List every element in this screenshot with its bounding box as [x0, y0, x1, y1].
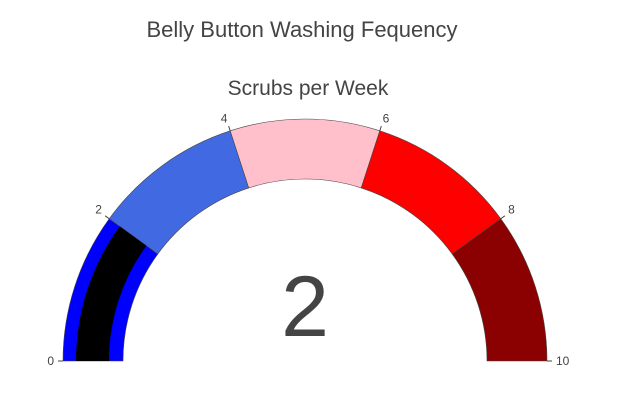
gauge-value-bar [76, 226, 147, 361]
gauge-tick-label: 6 [383, 111, 390, 125]
gauge-step-2 [229, 118, 381, 189]
gauge-value-number: 2 [281, 259, 329, 355]
gauge-tick-label: 8 [508, 202, 515, 216]
gauge-title: Scrubs per Week [228, 77, 389, 100]
gauge-step-4 [451, 218, 548, 362]
gauge-tick-label: 0 [47, 354, 54, 368]
gauge-tick-label: 2 [95, 202, 102, 216]
gauge-axis: 0 2 4 6 8 10 [47, 111, 569, 368]
gauge-tick-mark [500, 215, 506, 220]
chart-title: Belly Button Washing Fequency [146, 17, 458, 42]
gauge-value-bar-group [76, 226, 147, 361]
gauge-tick-mark [104, 215, 110, 220]
gauge-tick-mark [379, 125, 382, 131]
gauge-tick-mark [228, 125, 231, 131]
gauge-tick-label: 10 [556, 354, 570, 368]
gauge-tick-label: 4 [221, 111, 228, 125]
